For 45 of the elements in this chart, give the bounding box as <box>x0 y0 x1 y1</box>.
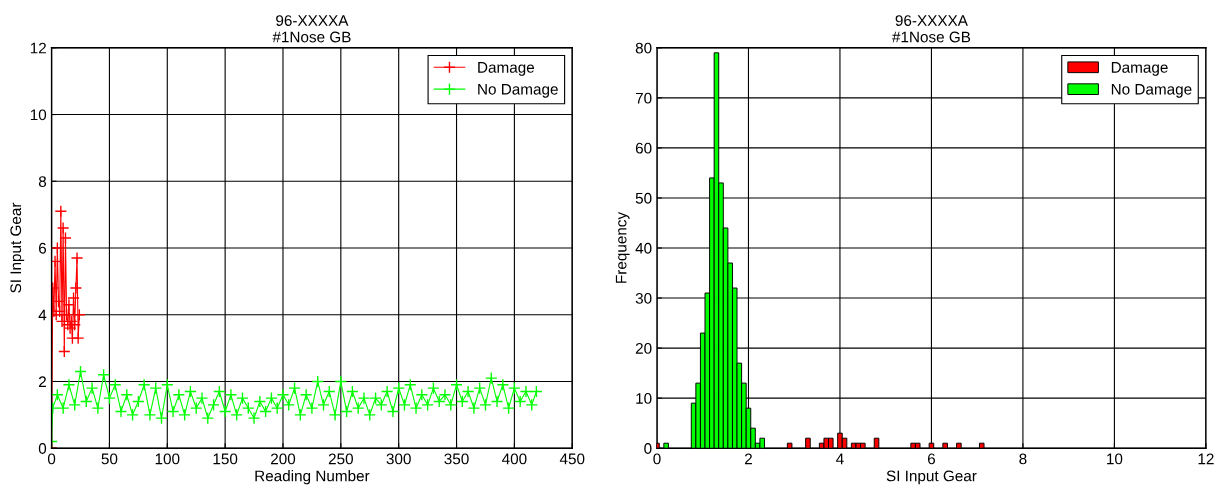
y-tick-label: 6 <box>38 242 47 254</box>
chart-title: 96-XXXXA <box>276 15 349 26</box>
y-tick-label: 10 <box>636 393 652 404</box>
x-tick-label: 200 <box>271 453 296 465</box>
x-tick-label: 12 <box>1198 453 1214 465</box>
y-axis-title: SI Input Gear <box>10 202 25 293</box>
chart-title: 96-XXXXA <box>895 15 968 26</box>
chart-subtitle: #1Nose GB <box>272 31 351 43</box>
x-tick-label: 350 <box>444 453 469 465</box>
x-tick-label: 150 <box>213 453 238 465</box>
legend-label: No Damage <box>478 84 558 98</box>
x-tick-label: 400 <box>502 453 527 465</box>
y-tick-label: 30 <box>635 292 652 304</box>
x-tick-label: 10 <box>1107 453 1123 465</box>
x-tick-label: 8 <box>1019 453 1027 465</box>
x-tick-label: 100 <box>155 453 180 465</box>
x-tick-label: 300 <box>386 453 411 465</box>
y-tick-label: 20 <box>635 342 652 354</box>
x-tick-label: 450 <box>559 453 585 465</box>
y-tick-label: 12 <box>30 42 46 54</box>
x-tick-label: 0 <box>47 453 56 465</box>
x-tick-label: 250 <box>328 453 353 465</box>
y-tick-label: 2 <box>38 376 46 387</box>
x-tick-label: 50 <box>101 453 118 465</box>
legend-label: Damage <box>1111 62 1168 76</box>
chart-subtitle: #1Nose GB <box>892 31 971 43</box>
y-tick-label: 4 <box>38 309 47 321</box>
x-axis-title: Reading Number <box>255 470 370 485</box>
y-tick-label: 70 <box>635 92 652 104</box>
y-tick-label: 40 <box>635 242 652 254</box>
y-tick-label: 10 <box>30 109 47 121</box>
y-tick-label: 0 <box>644 443 652 454</box>
y-tick-label: 50 <box>635 192 652 204</box>
x-tick-label: 6 <box>927 453 936 465</box>
legend-label: No Damage <box>1111 84 1192 98</box>
x-tick-label: 2 <box>744 453 752 465</box>
y-tick-label: 8 <box>38 176 47 187</box>
y-tick-label: 80 <box>635 42 652 54</box>
y-tick-label: 60 <box>635 142 652 154</box>
legend-label: Damage <box>478 62 535 76</box>
x-tick-label: 0 <box>653 453 661 465</box>
y-axis-title: Frequency <box>615 211 630 283</box>
x-tick-label: 4 <box>836 453 844 465</box>
y-tick-label: 0 <box>38 443 47 454</box>
x-axis-title: SI Input Gear <box>886 470 977 485</box>
